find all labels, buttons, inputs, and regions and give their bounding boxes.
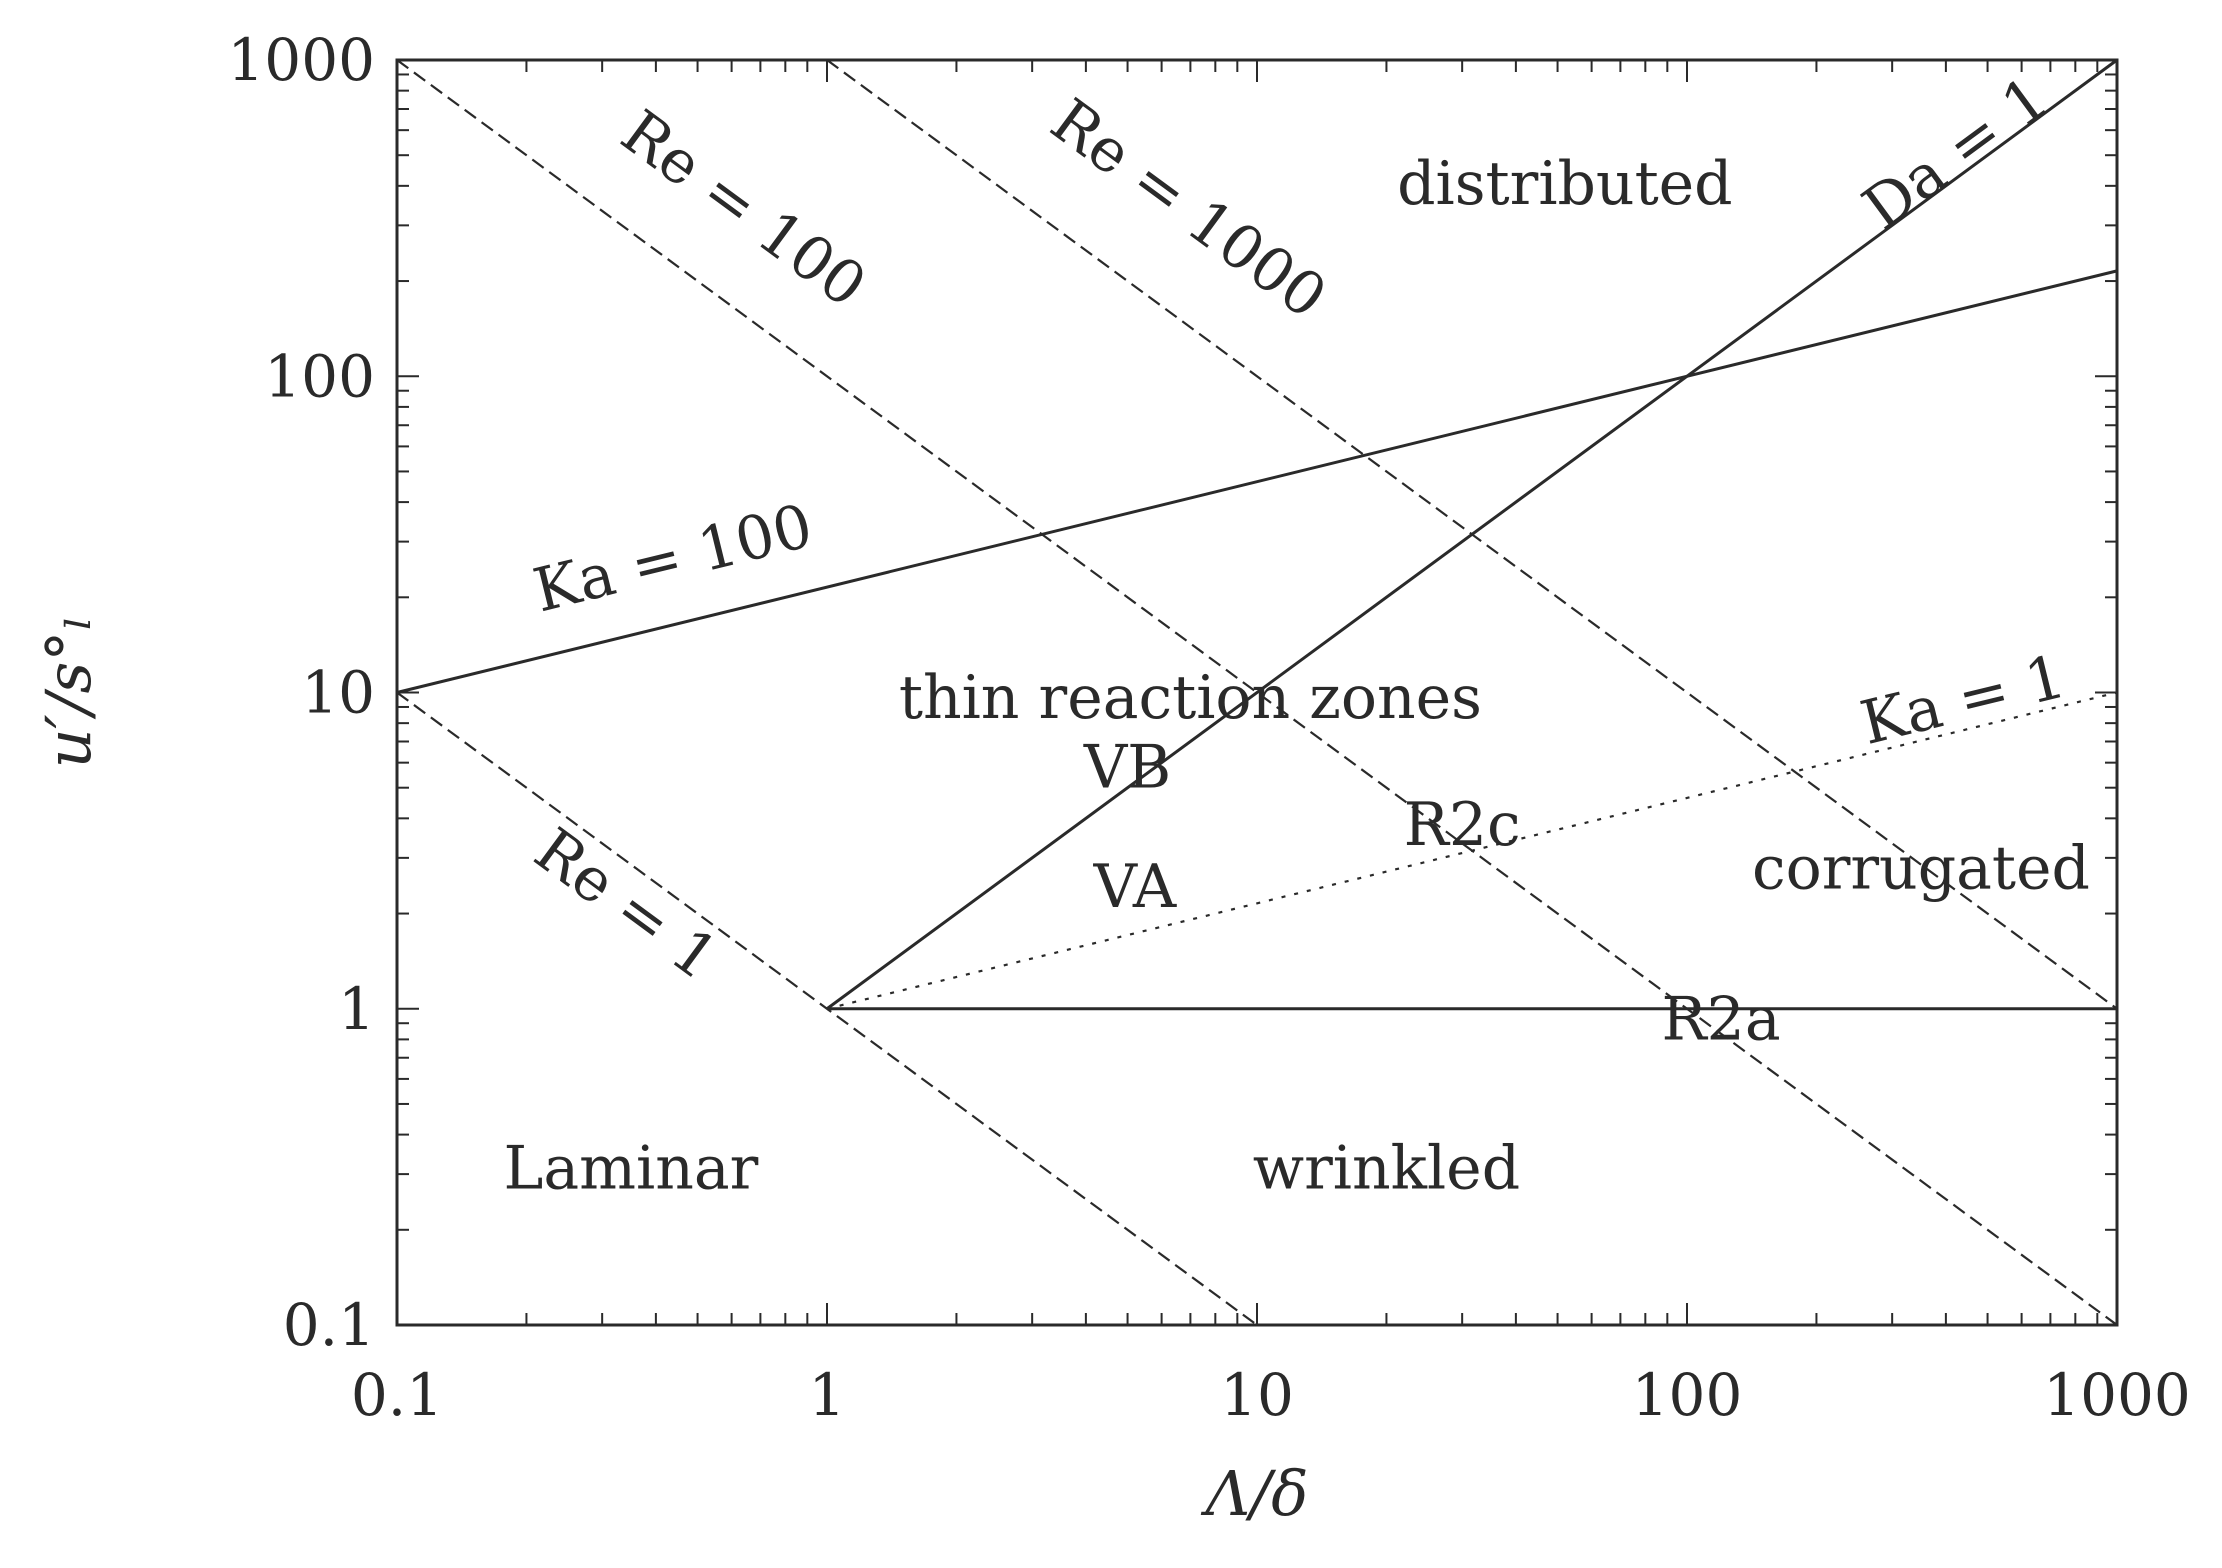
line-label-re-1: Re = 1: [522, 815, 730, 994]
series-line-ka-1: [826, 691, 2118, 1010]
y-tick-label: 10: [301, 659, 375, 727]
region-label-r2c: R2c: [1404, 790, 1521, 860]
y-axis-title: u′/s°ₗ: [32, 616, 105, 769]
x-tick-label: 1: [809, 1361, 846, 1429]
x-tick-label: 1000: [2043, 1361, 2191, 1429]
line-label-ka-100: Ka = 100: [527, 491, 819, 626]
region-label-vb: VB: [1083, 733, 1171, 803]
tick-marks: [396, 59, 2118, 1326]
line-label-ka-1: Ka = 1: [1854, 642, 2072, 759]
y-tick-label: 100: [264, 342, 375, 410]
chart-labels: 0.1 1 10 100 1000 0.1 1 10 100 1000 Re = 100 Re = 1…: [227, 26, 2190, 1429]
x-tick-label: 10: [1220, 1361, 1294, 1429]
region-label-distributed: distributed: [1397, 149, 1732, 219]
region-label-laminar: Laminar: [504, 1134, 759, 1204]
x-axis-title: Λ/δ: [1201, 1457, 1309, 1530]
region-label-wrinkled: wrinkled: [1253, 1134, 1520, 1204]
regime-lines: [396, 58, 2118, 1326]
y-tick-label: 0.1: [283, 1291, 375, 1359]
line-label-re-100: Re = 100: [608, 97, 878, 321]
line-label-da-1: Da = 1: [1851, 63, 2062, 244]
region-label-corrugated: corrugated: [1752, 834, 2090, 904]
series-line-ka-100: [396, 269, 2118, 694]
region-label-thin-reaction-zones: thin reaction zones: [899, 663, 1482, 733]
region-label-va: VA: [1093, 852, 1177, 922]
series-line-da-1: [826, 58, 2118, 1010]
y-tick-label: 1000: [227, 26, 375, 94]
line-label-re-1000: Re = 1000: [1038, 86, 1339, 333]
y-tick-label: 1: [338, 975, 375, 1043]
region-label-r2a: R2a: [1661, 984, 1780, 1054]
x-tick-label: 100: [1632, 1361, 1743, 1429]
x-tick-label: 0.1: [351, 1361, 443, 1429]
